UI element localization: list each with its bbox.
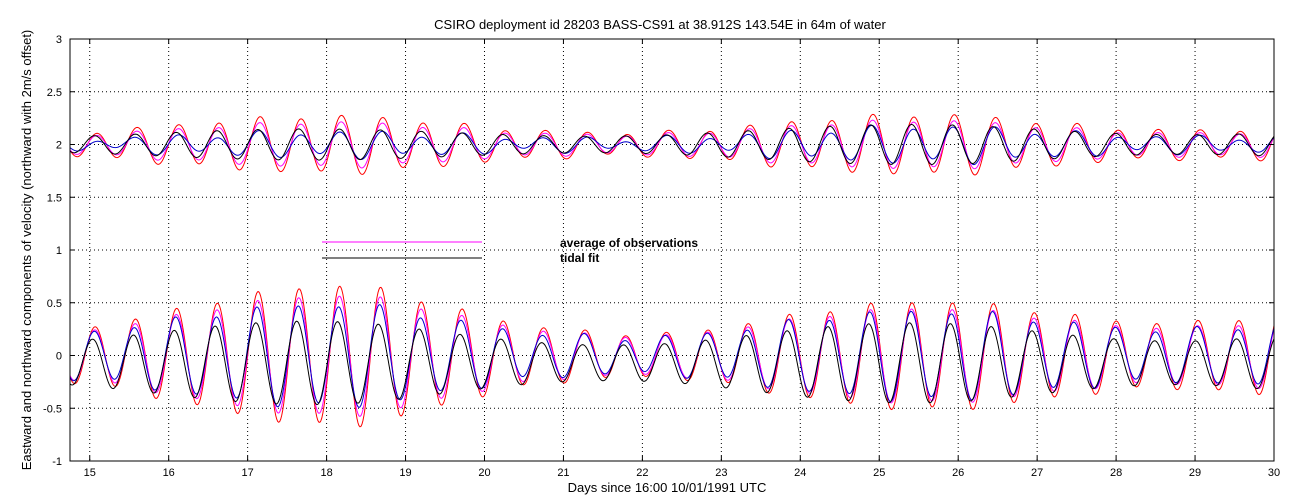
x-tick-label: 30 bbox=[1268, 467, 1280, 479]
y-tick-label: 0.5 bbox=[47, 298, 62, 310]
x-axis-label: Days since 16:00 10/01/1991 UTC bbox=[568, 480, 767, 495]
x-tick-label: 27 bbox=[1031, 467, 1043, 479]
x-tick-label: 16 bbox=[163, 467, 175, 479]
series-line-tidal-fit-eastward bbox=[69, 320, 1275, 406]
series-layer bbox=[69, 113, 1275, 428]
x-tick-label: 26 bbox=[952, 467, 964, 479]
y-tick-label: 2 bbox=[56, 140, 62, 152]
x-tick-label: 22 bbox=[636, 467, 648, 479]
tick-layer: 15 16 17 18 19 20 21 22 23 24 25 26 27 28 29 30-1-0.500… bbox=[43, 34, 1280, 479]
x-tick-label: 15 bbox=[84, 467, 96, 479]
x-tick-label: 18 bbox=[320, 467, 332, 479]
y-tick-label: 3 bbox=[56, 34, 62, 46]
x-tick-label: 25 bbox=[873, 467, 885, 479]
series-line-blue-eastward bbox=[69, 304, 1275, 408]
x-tick-label: 24 bbox=[794, 467, 806, 479]
x-tick-label: 17 bbox=[242, 467, 254, 479]
x-tick-label: 29 bbox=[1189, 467, 1201, 479]
y-tick-label: 1.5 bbox=[47, 192, 62, 204]
y-tick-label: -1 bbox=[52, 456, 62, 468]
x-tick-label: 23 bbox=[715, 467, 727, 479]
y-tick-label: 0 bbox=[56, 351, 62, 363]
legend: average of observations tidal fit bbox=[322, 236, 698, 265]
x-tick-label: 20 bbox=[478, 467, 490, 479]
y-tick-label: 1 bbox=[56, 245, 62, 257]
chart-title: CSIRO deployment id 28203 BASS-CS91 at 3… bbox=[434, 17, 886, 32]
x-tick-label: 21 bbox=[557, 467, 569, 479]
x-tick-label: 19 bbox=[399, 467, 411, 479]
y-tick-label: -0.5 bbox=[43, 403, 62, 415]
legend-label-average: average of observations bbox=[560, 236, 698, 250]
x-tick-label: 28 bbox=[1110, 467, 1122, 479]
legend-label-tidal-fit: tidal fit bbox=[560, 251, 599, 265]
y-tick-label: 2.5 bbox=[47, 87, 62, 99]
series-line-tidal-fit-northward bbox=[69, 123, 1275, 165]
y-axis-label: Eastward and northward components of vel… bbox=[19, 30, 34, 471]
